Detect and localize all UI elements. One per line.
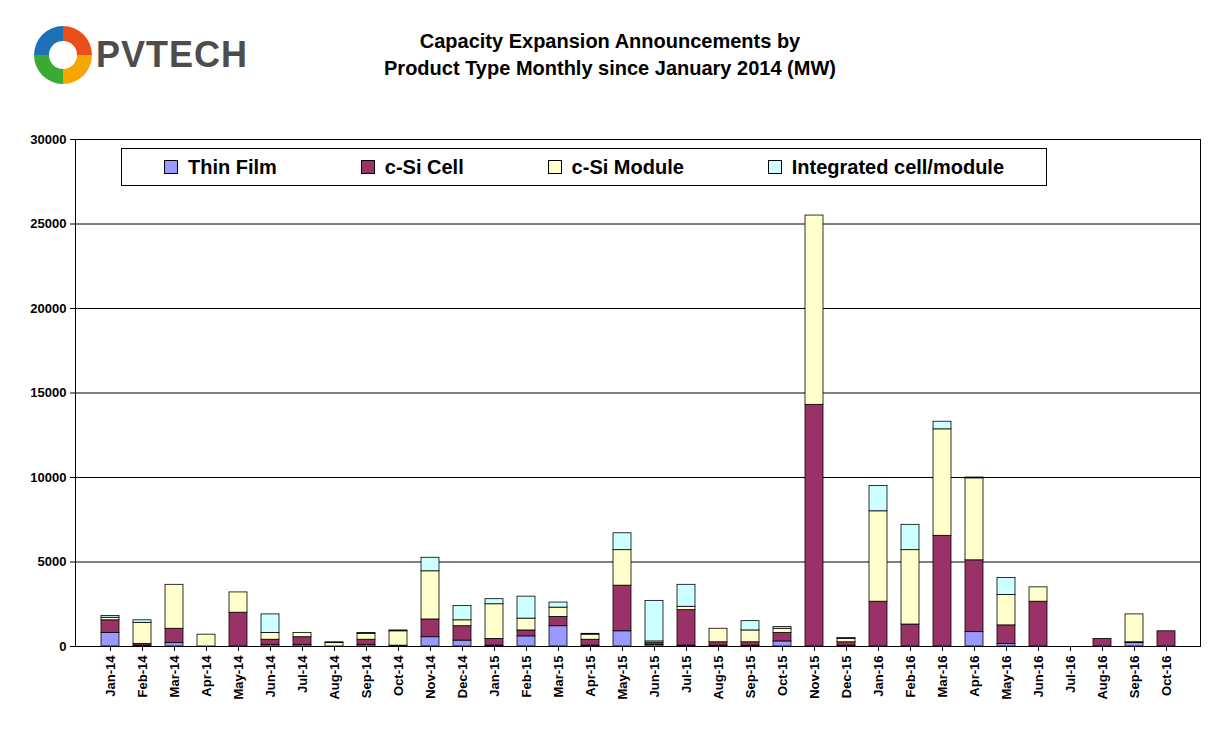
svg-text:May-15: May-15 — [615, 656, 630, 700]
svg-text:Jun-15: Jun-15 — [647, 656, 662, 698]
svg-text:Oct-15: Oct-15 — [775, 656, 790, 696]
svg-text:Feb-15: Feb-15 — [519, 656, 534, 698]
svg-text:25000: 25000 — [30, 216, 66, 231]
html-text:Thin Film: Thin Film — [188, 155, 277, 178]
svg-text:Jun-14: Jun-14 — [263, 655, 278, 698]
svg-text:Nov-15: Nov-15 — [807, 656, 822, 699]
html-text:c-Si Module: c-Si Module — [571, 155, 684, 178]
svg-text:Feb-14: Feb-14 — [135, 655, 150, 698]
svg-text:Jul-15: Jul-15 — [679, 656, 694, 694]
svg-text:Jul-16: Jul-16 — [1063, 656, 1078, 694]
svg-text:May-14: May-14 — [231, 655, 246, 700]
svg-text:Sep-14: Sep-14 — [359, 655, 374, 698]
svg-text:Jul-14: Jul-14 — [295, 655, 310, 693]
svg-text:Jan-16: Jan-16 — [871, 656, 886, 697]
svg-text:Oct-16: Oct-16 — [1159, 656, 1174, 696]
svg-text:Aug-16: Aug-16 — [1095, 656, 1110, 700]
svg-text:10000: 10000 — [30, 470, 66, 485]
svg-text:Aug-15: Aug-15 — [711, 656, 726, 700]
svg-text:Aug-14: Aug-14 — [327, 655, 342, 700]
svg-text:Mar-16: Mar-16 — [935, 656, 950, 698]
svg-text:5000: 5000 — [38, 554, 67, 569]
html-text:Integrated cell/module: Integrated cell/module — [791, 155, 1004, 178]
svg-text:30000: 30000 — [30, 132, 66, 147]
svg-text:Dec-15: Dec-15 — [839, 656, 854, 699]
svg-text:Oct-14: Oct-14 — [391, 655, 406, 696]
svg-text:Sep-16: Sep-16 — [1127, 656, 1142, 699]
svg-text:Sep-15: Sep-15 — [743, 656, 758, 699]
svg-text:20000: 20000 — [30, 301, 66, 316]
svg-text:Apr-14: Apr-14 — [199, 655, 214, 697]
html-text:Capacity Expansion Announcemen: Capacity Expansion Announcements by Prod… — [384, 30, 836, 79]
svg-text:Feb-16: Feb-16 — [903, 656, 918, 698]
svg-text:0: 0 — [59, 639, 66, 654]
svg-text:Apr-16: Apr-16 — [967, 656, 982, 697]
html-text:c-Si Cell: c-Si Cell — [384, 155, 464, 178]
svg-text:Jun-16: Jun-16 — [1031, 656, 1046, 698]
svg-text:Dec-14: Dec-14 — [455, 655, 470, 698]
html-text:PVTECH: PVTECH — [96, 34, 248, 75]
svg-text:15000: 15000 — [30, 385, 66, 400]
svg-text:Apr-15: Apr-15 — [583, 656, 598, 697]
svg-text:May-16: May-16 — [999, 656, 1014, 700]
svg-text:Jan-14: Jan-14 — [103, 655, 118, 697]
svg-text:Jan-15: Jan-15 — [487, 656, 502, 697]
svg-text:Nov-14: Nov-14 — [423, 655, 438, 699]
svg-text:Mar-15: Mar-15 — [551, 656, 566, 698]
svg-text:Mar-14: Mar-14 — [167, 655, 182, 698]
